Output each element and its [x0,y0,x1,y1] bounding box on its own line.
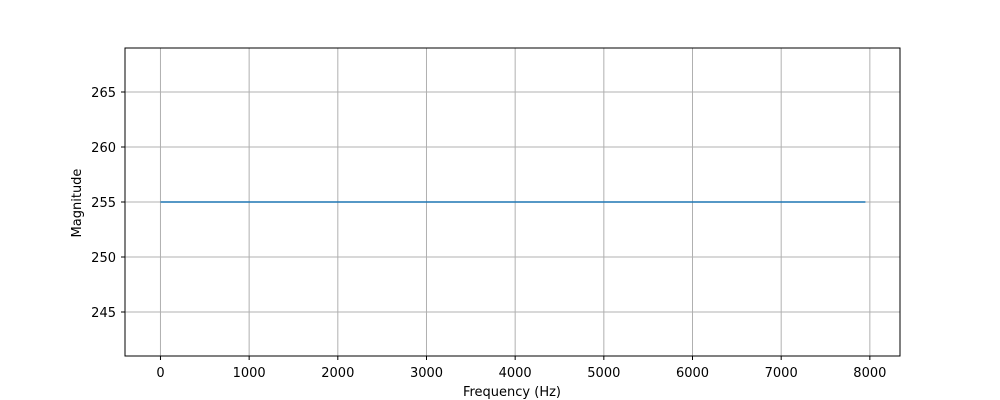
x-axis-label: Frequency (Hz) [463,385,561,400]
x-tick-label: 0 [156,366,164,381]
x-tick-label: 1000 [233,366,266,381]
y-tick-label: 260 [91,141,116,156]
y-tick-label: 255 [91,196,116,211]
y-axis-ticks: 245 250 255 260 265 [91,86,125,321]
x-tick-label: 3000 [410,366,443,381]
x-tick-label: 8000 [853,366,886,381]
x-axis-ticks: 0 1000 2000 3000 4000 5000 6000 7000 8000 [156,356,886,381]
y-tick-label: 265 [91,86,116,101]
x-tick-label: 2000 [321,366,354,381]
x-tick-label: 7000 [765,366,798,381]
y-axis-label: Magnitude [70,169,85,238]
x-tick-label: 5000 [587,366,620,381]
x-tick-label: 4000 [499,366,532,381]
y-tick-label: 245 [91,306,116,321]
x-tick-label: 6000 [676,366,709,381]
y-tick-label: 250 [91,251,116,266]
